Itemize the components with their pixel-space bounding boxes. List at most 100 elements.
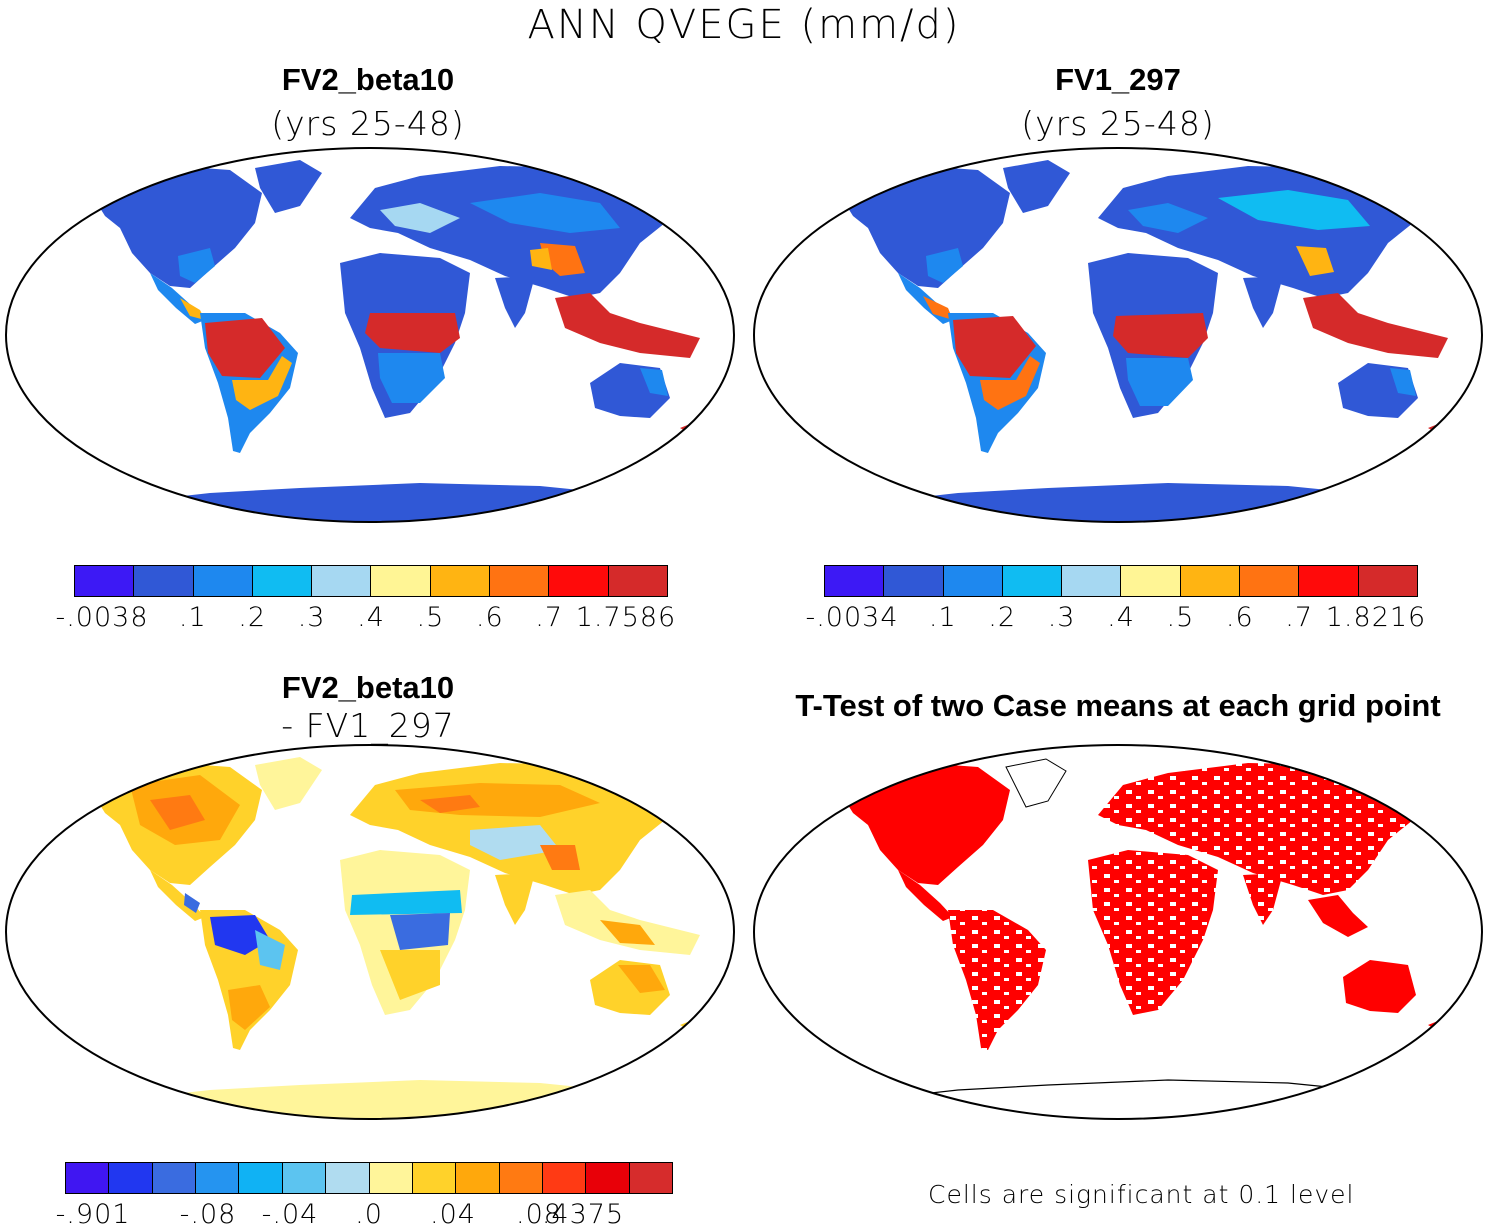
colorbar-swatch xyxy=(629,1163,673,1193)
colorbar-tick-label: .6 xyxy=(1225,602,1254,633)
continent-north-america xyxy=(843,166,1010,288)
panel-title-fv2: FV2_beta10 xyxy=(281,62,455,97)
colorbar-tick-label: .4 xyxy=(357,602,385,633)
colorbar-diff xyxy=(65,1162,673,1194)
colorbar-tick-label: -.901 xyxy=(55,1199,131,1230)
continent-north-america xyxy=(95,166,262,288)
colorbar-tick-label: .04 xyxy=(430,1199,476,1230)
subcontinent-india xyxy=(1243,276,1283,328)
region-southeast-asia xyxy=(555,293,700,358)
panel-subtitle-fv2: (yrs 25-48) xyxy=(271,104,465,143)
panel-title-fv1: FV1_297 xyxy=(1055,62,1181,97)
colorbar-swatch xyxy=(490,566,550,596)
map-diff xyxy=(5,744,735,1120)
colorbar-ticks-diff: -.901 -.08 -.04 .0 .04 .08.4375 xyxy=(56,1199,673,1230)
colorbar-tick-label: .7 xyxy=(535,602,564,633)
colorbar-tick-label: .0 xyxy=(355,1199,383,1230)
colorbar-fv1 xyxy=(824,565,1418,597)
colorbar-tick-label: .08 xyxy=(516,1199,562,1230)
colorbar-swatch xyxy=(193,566,253,596)
panel-subtitle-fv1: (yrs 25-48) xyxy=(1021,104,1215,143)
panel-title-ttest: T-Test of two Case means at each grid po… xyxy=(795,688,1441,723)
colorbar-tick-label: .5 xyxy=(1166,602,1195,633)
map-fv1 xyxy=(753,147,1483,523)
colorbar-tick-label: .5 xyxy=(416,602,445,633)
colorbar-swatch xyxy=(1358,566,1417,596)
landmass-greenland xyxy=(1005,758,1067,808)
colorbar-swatch xyxy=(884,566,944,596)
continent-south-america xyxy=(948,910,1046,1050)
landmass-greenland xyxy=(1003,160,1070,213)
colorbar-swatch xyxy=(586,1163,630,1193)
colorbar-ticks-fv1: -.0034 .1 .2 .3 .4 .5 .6 .7 1.8216 xyxy=(805,602,1425,636)
colorbar-swatch xyxy=(282,1163,327,1193)
colorbar-tick-label: .2 xyxy=(238,602,267,633)
colorbar-swatch xyxy=(1002,566,1063,596)
map-ttest xyxy=(753,744,1483,1120)
colorbar-swatch xyxy=(1121,566,1181,596)
continent-antarctica xyxy=(867,1079,1449,1106)
colorbar-tick-label: -.04 xyxy=(261,1199,319,1230)
colorbar-tick-label: .2 xyxy=(988,602,1017,633)
colorbar-swatch xyxy=(109,1163,153,1193)
colorbar-tick-label: .6 xyxy=(475,602,504,633)
colorbar-swatch xyxy=(430,566,491,596)
colorbar-tick-label: 1.7586 xyxy=(575,602,677,633)
continent-eurasia xyxy=(1098,166,1438,298)
figure-title: ANN QVEGE (mm/d) xyxy=(527,2,961,48)
colorbar-swatch xyxy=(152,1163,197,1193)
colorbar-tick-label: -.0034 xyxy=(805,602,899,633)
colorbar-swatch xyxy=(542,1163,587,1193)
continent-eurasia xyxy=(350,166,690,298)
colorbar-swatch xyxy=(239,1163,283,1193)
colorbar-ticks-fv2: -.0038 .1 .2 .3 .4 .5 .6 .7 1.7586 xyxy=(55,602,675,636)
colorbar-swatch xyxy=(326,1163,370,1193)
colorbar-swatch xyxy=(252,566,313,596)
region-southeast-asia xyxy=(1308,895,1368,937)
colorbar-swatch xyxy=(943,566,1003,596)
landmass-greenland xyxy=(255,160,322,213)
colorbar-swatch xyxy=(1180,566,1241,596)
colorbar-swatch xyxy=(196,1163,240,1193)
continent-australia xyxy=(1343,960,1416,1013)
region-southeast-asia xyxy=(1303,293,1448,358)
colorbar-swatch xyxy=(825,566,885,596)
colorbar-swatch xyxy=(75,566,135,596)
subcontinent-india xyxy=(1243,873,1283,925)
region-southeast-asia xyxy=(555,890,700,955)
colorbar-tick-label: .1 xyxy=(928,602,957,633)
colorbar-tick-label: .4375 xyxy=(541,1199,625,1230)
colorbar-swatch xyxy=(66,1163,110,1193)
colorbar-swatch xyxy=(369,1163,413,1193)
continent-africa xyxy=(1088,850,1218,1015)
colorbar-swatch xyxy=(608,566,667,596)
colorbar-swatch xyxy=(371,566,431,596)
continent-north-america xyxy=(843,763,1010,885)
landmass-greenland xyxy=(255,757,322,810)
subcontinent-india xyxy=(495,276,535,328)
colorbar-swatch xyxy=(456,1163,500,1193)
colorbar-tick-label: .3 xyxy=(297,602,326,633)
colorbar-tick-label: 1.8216 xyxy=(1325,602,1427,633)
panel-title-diff: FV2_beta10 xyxy=(281,670,455,705)
significance-note: Cells are significant at 0.1 level xyxy=(928,1180,1355,1209)
map-fv2 xyxy=(5,147,735,523)
colorbar-tick-label: -.0038 xyxy=(55,602,149,633)
colorbar-swatch xyxy=(312,566,372,596)
colorbar-fv2 xyxy=(74,565,668,597)
colorbar-swatch xyxy=(1062,566,1122,596)
continent-eurasia xyxy=(1098,763,1438,895)
colorbar-swatch xyxy=(499,1163,543,1193)
colorbar-swatch xyxy=(1299,566,1359,596)
colorbar-swatch xyxy=(549,566,609,596)
colorbar-swatch xyxy=(412,1163,457,1193)
colorbar-tick-label: .3 xyxy=(1047,602,1076,633)
colorbar-tick-label: .1 xyxy=(178,602,207,633)
colorbar-tick-label: .7 xyxy=(1285,602,1314,633)
colorbar-swatch xyxy=(134,566,194,596)
panel-subtitle-diff: - FV1_297 xyxy=(281,706,455,745)
subcontinent-india xyxy=(495,873,535,925)
colorbar-tick-label: .4 xyxy=(1107,602,1135,633)
colorbar-tick-label: -.08 xyxy=(179,1199,237,1230)
colorbar-swatch xyxy=(1240,566,1300,596)
